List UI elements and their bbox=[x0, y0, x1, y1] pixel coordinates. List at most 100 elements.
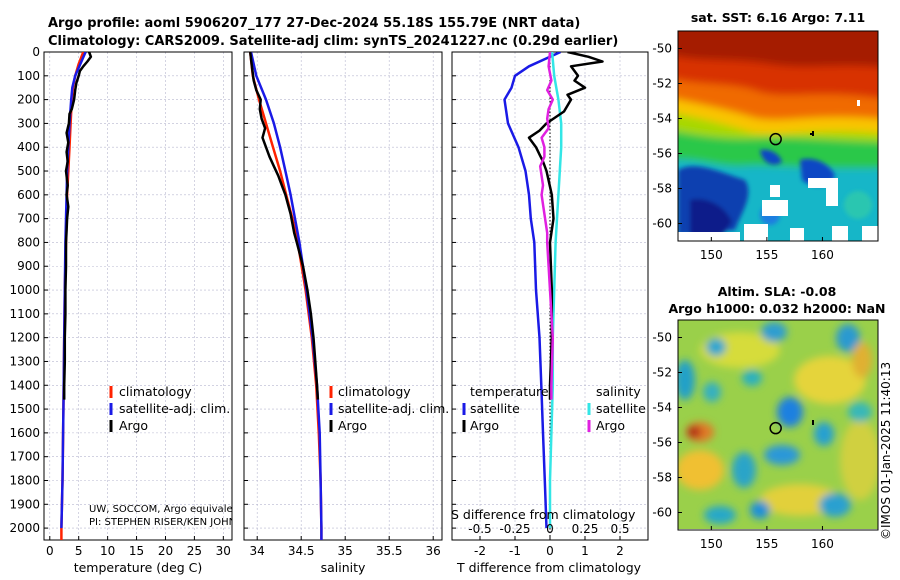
y-tick-label: 2000 bbox=[9, 521, 40, 535]
salinity-lines bbox=[248, 52, 323, 540]
difference-legend: temperature satellite Argo salinity sate… bbox=[462, 384, 646, 433]
sla-land-specks bbox=[812, 420, 814, 425]
x-tick-label: 36 bbox=[426, 544, 441, 558]
temperature-legend-argo: Argo bbox=[119, 418, 148, 433]
y-tick-label: 1100 bbox=[9, 307, 40, 321]
salinity-argo-line bbox=[248, 52, 320, 400]
salinity-diff-tick-label: -0.5 bbox=[468, 522, 491, 536]
x-tick-label: -1 bbox=[509, 544, 521, 558]
y-tick-label: 1800 bbox=[9, 473, 40, 487]
sla-map-title: Altim. SLA: -0.08 bbox=[718, 284, 837, 299]
map-x-tick-label: 160 bbox=[811, 537, 834, 551]
x-tick-label: 34.5 bbox=[288, 544, 315, 558]
x-tick-label: 0 bbox=[46, 544, 54, 558]
temperature-lines bbox=[60, 52, 93, 540]
sst-map-panel: sat. SST: 6.16 Argo: 7.11 bbox=[652, 10, 879, 262]
temperature-argo-line bbox=[62, 52, 93, 400]
temperature-legend-climatology: climatology bbox=[119, 384, 192, 399]
difference-xlabel-salinity: S difference from climatology bbox=[451, 507, 636, 522]
x-tick-label: 1 bbox=[581, 544, 589, 558]
temperature-grid bbox=[44, 51, 232, 540]
y-tick-label: 200 bbox=[17, 93, 40, 107]
y-tick-label: 1700 bbox=[9, 450, 40, 464]
map-y-tick-label: -60 bbox=[652, 217, 672, 231]
x-tick-label: -2 bbox=[474, 544, 486, 558]
sst-float-marker bbox=[769, 132, 782, 146]
sla-map-ticks: 150 155 160 -50 -52 -54 -56 -58 -60 bbox=[652, 331, 834, 552]
temperature-legend: climatology satellite-adj. clim. Argo bbox=[109, 384, 230, 433]
temperature-legend-satellite: satellite-adj. clim. bbox=[119, 401, 230, 416]
map-y-tick-label: -50 bbox=[652, 331, 672, 345]
legend-salinity-heading: salinity bbox=[596, 384, 641, 399]
y-tick-label: 900 bbox=[17, 259, 40, 273]
map-y-tick-label: -54 bbox=[652, 401, 672, 415]
temperature-panel: 0100200300400500600700800900100011001200… bbox=[9, 45, 236, 575]
sla-map-panel: Altim. SLA: -0.08 Argo h1000: 0.032 h200… bbox=[652, 284, 885, 551]
float-institution-note: UW, SOCCOM, Argo equivale bbox=[89, 504, 233, 515]
salinity-xlabel: salinity bbox=[321, 560, 366, 575]
y-tick-label: 1200 bbox=[9, 331, 40, 345]
salinity-diff-tick-label: 0.25 bbox=[572, 522, 599, 536]
salinity-satellite-line bbox=[249, 52, 323, 540]
y-tick-label: 0 bbox=[32, 45, 40, 59]
map-y-tick-label: -50 bbox=[652, 42, 672, 56]
salinity-legend-satellite: satellite-adj. clim. bbox=[338, 401, 449, 416]
diff-temperature-argo-line bbox=[527, 52, 604, 400]
x-tick-label: 35 bbox=[338, 544, 353, 558]
salinity-axes-box bbox=[243, 51, 443, 541]
y-tick-label: 1400 bbox=[9, 378, 40, 392]
sla-map-frame bbox=[677, 319, 879, 531]
salinity-legend-climatology: climatology bbox=[338, 384, 411, 399]
y-tick-label: 500 bbox=[17, 164, 40, 178]
temperature-xlabel: temperature (deg C) bbox=[74, 560, 203, 575]
salinity-climatology-line bbox=[248, 52, 323, 540]
float-pi-note: PI: STEPHEN RISER/KEN JOHN bbox=[89, 517, 236, 528]
sst-map-title: sat. SST: 6.16 Argo: 7.11 bbox=[691, 10, 865, 25]
map-y-tick-label: -58 bbox=[652, 182, 672, 196]
difference-salinity-tick-labels: -0.5 -0.25 0 0.25 0.5 bbox=[468, 522, 629, 536]
x-tick-label: 15 bbox=[129, 544, 144, 558]
sla-map-subtitle: Argo h1000: 0.032 h2000: NaN bbox=[668, 301, 885, 316]
x-tick-label: 25 bbox=[187, 544, 202, 558]
legend-salinity-argo: Argo bbox=[596, 418, 625, 433]
map-x-tick-label: 155 bbox=[755, 537, 778, 551]
legend-temperature-heading: temperature bbox=[470, 384, 549, 399]
map-y-tick-label: -54 bbox=[652, 112, 672, 126]
y-tick-label: 1300 bbox=[9, 354, 40, 368]
y-tick-label: 1900 bbox=[9, 497, 40, 511]
x-tick-label: 2 bbox=[616, 544, 624, 558]
y-tick-label: 100 bbox=[17, 69, 40, 83]
difference-lines bbox=[503, 52, 604, 529]
y-tick-label: 1600 bbox=[9, 426, 40, 440]
map-y-tick-label: -56 bbox=[652, 147, 672, 161]
temperature-axes-box bbox=[43, 51, 233, 541]
y-tick-label: 1500 bbox=[9, 402, 40, 416]
salinity-diff-tick-label: -0.25 bbox=[499, 522, 530, 536]
salinity-legend-argo: Argo bbox=[338, 418, 367, 433]
salinity-diff-tick-label: 0.5 bbox=[610, 522, 629, 536]
x-tick-label: 34 bbox=[250, 544, 265, 558]
map-x-tick-label: 160 bbox=[811, 248, 834, 262]
salinity-panel: 34 34.5 35 35.5 36 salinity climatology sate… bbox=[243, 51, 449, 575]
x-tick-label: 0 bbox=[546, 544, 554, 558]
sst-field bbox=[678, 31, 878, 241]
y-tick-label: 600 bbox=[17, 188, 40, 202]
temperature-ticks: 0100200300400500600700800900100011001200… bbox=[9, 45, 231, 558]
diff-salinity-argo-line bbox=[538, 52, 555, 400]
sst-missing-data bbox=[678, 100, 878, 241]
x-tick-label: 35.5 bbox=[376, 544, 403, 558]
y-tick-label: 400 bbox=[17, 140, 40, 154]
legend-temperature-satellite: satellite bbox=[470, 401, 520, 416]
difference-ticks: -2 -1 0 1 2 bbox=[452, 51, 624, 558]
salinity-ticks: 34 34.5 35 35.5 36 bbox=[244, 51, 441, 558]
map-x-tick-label: 155 bbox=[755, 248, 778, 262]
x-tick-label: 10 bbox=[100, 544, 115, 558]
map-y-tick-label: -58 bbox=[652, 471, 672, 485]
diff-temperature-satellite-line bbox=[503, 52, 562, 529]
map-x-tick-label: 150 bbox=[700, 537, 723, 551]
difference-panel: -2 -1 0 1 2 T difference from climatology S … bbox=[451, 51, 649, 575]
x-tick-label: 20 bbox=[158, 544, 173, 558]
map-y-tick-label: -52 bbox=[652, 77, 672, 91]
sla-field bbox=[678, 320, 878, 530]
salinity-grid bbox=[244, 51, 442, 540]
